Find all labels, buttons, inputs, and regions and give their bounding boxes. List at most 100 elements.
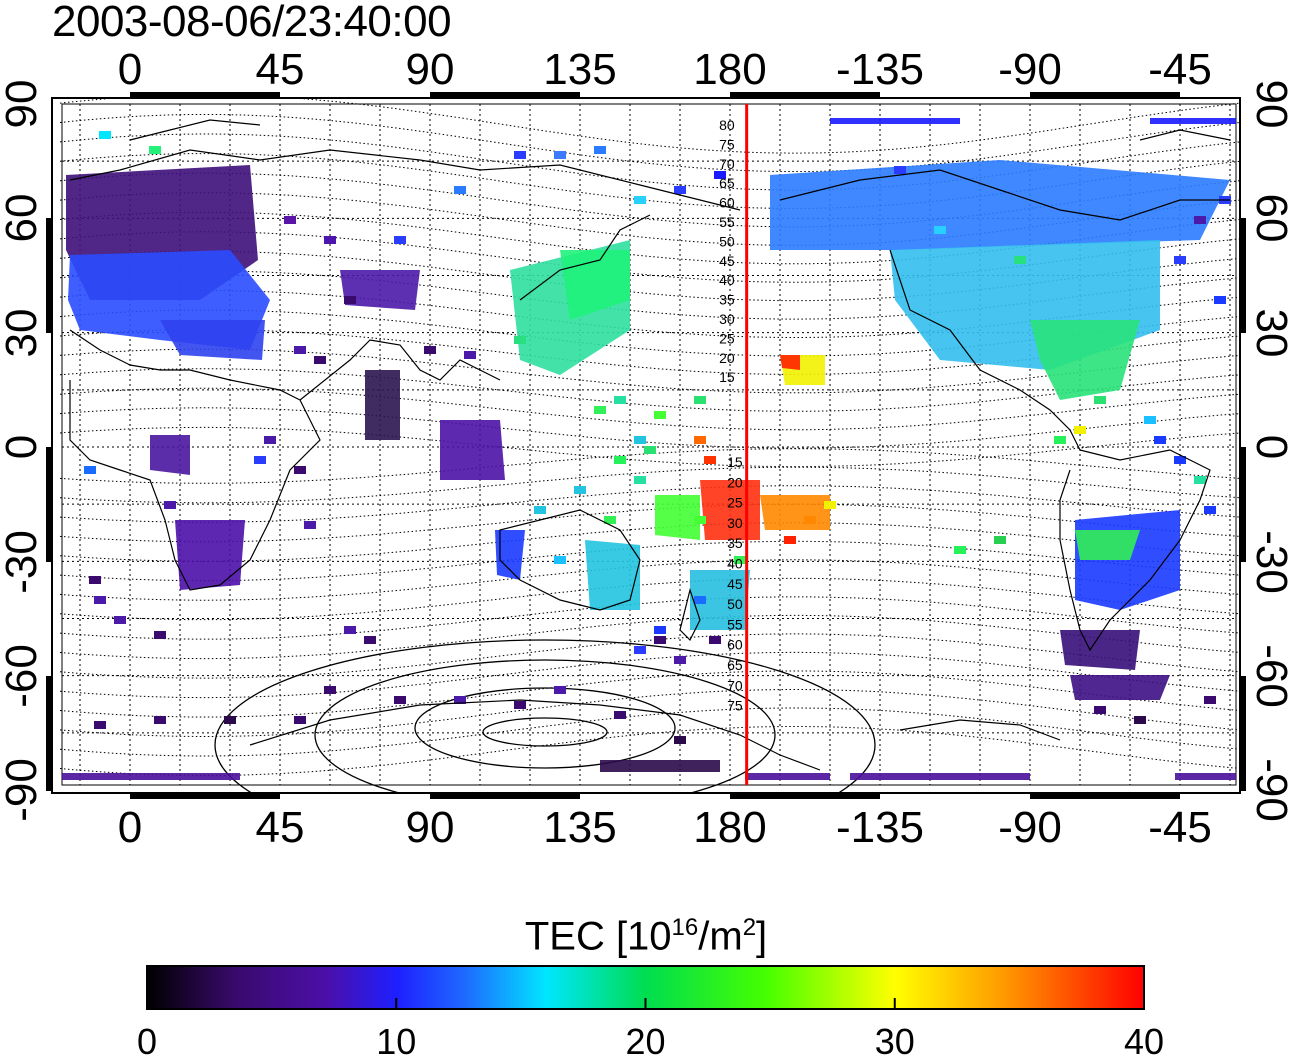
tec-sample bbox=[314, 356, 326, 364]
contour-line bbox=[59, 596, 1240, 640]
tec-sample bbox=[954, 546, 966, 554]
tec-sample bbox=[1174, 256, 1186, 264]
colorbar-ticks: 0 10 20 30 40 bbox=[137, 998, 1164, 1057]
polar-contour-loop bbox=[214, 639, 876, 793]
contour-line bbox=[59, 670, 1240, 718]
tec-sample bbox=[1194, 476, 1206, 484]
contour-label: 45 bbox=[727, 576, 743, 592]
coastline bbox=[69, 329, 301, 401]
tec-sample bbox=[654, 636, 666, 644]
tec-sample bbox=[94, 596, 106, 604]
tec-sample bbox=[324, 236, 336, 244]
tec-sample bbox=[454, 696, 466, 704]
left-latitude-label: -90 bbox=[0, 758, 46, 822]
contour-line bbox=[59, 231, 1240, 283]
contour-label: 70 bbox=[719, 156, 735, 172]
tec-patch bbox=[830, 118, 960, 124]
tec-sample bbox=[694, 436, 706, 444]
coastline bbox=[679, 587, 701, 642]
right-latitude-label: 60 bbox=[1247, 194, 1292, 243]
tec-patch bbox=[560, 250, 630, 320]
contour-line bbox=[59, 614, 1240, 660]
contour-line bbox=[59, 522, 1240, 562]
right-latitude-label: -90 bbox=[1247, 758, 1292, 822]
bottom-longitude-label: -135 bbox=[836, 803, 924, 852]
coastline bbox=[519, 214, 651, 301]
colorbar-title: TEC [1016/m2] bbox=[524, 914, 768, 959]
tec-sample bbox=[1194, 216, 1206, 224]
contour-label: 20 bbox=[727, 474, 743, 490]
contour-line bbox=[59, 726, 1240, 776]
axis-tick-labels: 0 45 90 135 180 -135 -90 -450 45 90 135 180 -135 -90-… bbox=[0, 45, 1292, 852]
tec-sample bbox=[824, 501, 836, 509]
contour-label: 80 bbox=[719, 117, 735, 133]
tec-sample bbox=[514, 701, 526, 709]
contour-label: 65 bbox=[719, 175, 735, 191]
contour-label: 35 bbox=[719, 292, 735, 308]
right-latitude-label: -60 bbox=[1247, 644, 1292, 708]
contour-line bbox=[59, 540, 1240, 582]
tec-sample bbox=[514, 336, 526, 344]
tec-patch bbox=[585, 540, 640, 610]
contour-labels: 80 75 70 65 60 55 50 45 40 35 30 25 20 15 15 20 25 30 35 40… bbox=[719, 117, 743, 714]
left-latitude-label: 90 bbox=[0, 80, 46, 129]
tec-sample bbox=[344, 296, 356, 304]
tec-sample bbox=[674, 186, 686, 194]
tec-sample bbox=[254, 456, 266, 464]
coastline bbox=[1139, 129, 1231, 141]
tec-sample bbox=[149, 146, 161, 154]
tec-sample bbox=[594, 146, 606, 154]
tec-data-patches bbox=[62, 118, 1236, 780]
tec-sample bbox=[154, 716, 166, 724]
coastline bbox=[779, 169, 1230, 221]
tec-sample bbox=[364, 636, 376, 644]
bottom-longitude-label: 45 bbox=[256, 803, 305, 852]
contour-line bbox=[59, 153, 1240, 209]
tec-sample bbox=[654, 411, 666, 419]
tec-sample bbox=[654, 626, 666, 634]
contour-line bbox=[59, 192, 1240, 246]
tec-sample bbox=[604, 516, 616, 524]
tec-sample bbox=[1214, 296, 1226, 304]
left-latitude-label: 0 bbox=[0, 435, 46, 459]
tec-sample bbox=[1014, 256, 1026, 264]
coastlines bbox=[69, 119, 1231, 771]
tec-patch bbox=[150, 435, 190, 475]
bottom-longitude-label: 180 bbox=[693, 803, 766, 852]
contour-label: 35 bbox=[727, 535, 743, 551]
tec-sample bbox=[704, 456, 716, 464]
tec-sample bbox=[394, 696, 406, 704]
tec-sample bbox=[1074, 426, 1086, 434]
tec-sample bbox=[99, 131, 111, 139]
contour-line bbox=[59, 689, 1240, 737]
tec-sample bbox=[1154, 436, 1166, 444]
tec-sample bbox=[734, 556, 746, 564]
top-longitude-label: 0 bbox=[118, 45, 142, 94]
tec-sample bbox=[614, 456, 626, 464]
tec-sample bbox=[464, 351, 476, 359]
tec-sample bbox=[324, 686, 336, 694]
tec-patch bbox=[600, 760, 720, 772]
contour-line bbox=[59, 387, 1240, 431]
tec-sample bbox=[344, 626, 356, 634]
timestamp-title: 2003-08-06/23:40:00 bbox=[52, 0, 452, 46]
tec-sample bbox=[514, 151, 526, 159]
tec-patch bbox=[160, 320, 265, 360]
tec-patch bbox=[62, 773, 240, 780]
contour-label: 60 bbox=[727, 637, 743, 653]
contour-label: 75 bbox=[727, 698, 743, 714]
contour-line bbox=[59, 633, 1240, 679]
coastline bbox=[899, 719, 1061, 741]
tec-sample bbox=[994, 536, 1006, 544]
contour-line bbox=[59, 485, 1240, 523]
tec-patch bbox=[780, 355, 800, 370]
tec-sample bbox=[154, 631, 166, 639]
tec-sample bbox=[594, 406, 606, 414]
colorbar-tick-label: 30 bbox=[875, 1021, 915, 1057]
tec-sample bbox=[804, 516, 816, 524]
tec-sample bbox=[294, 466, 306, 474]
contour-label: 20 bbox=[719, 350, 735, 366]
tec-patch bbox=[745, 773, 830, 780]
bottom-longitude-label: -90 bbox=[998, 803, 1062, 852]
tec-patch bbox=[340, 270, 420, 310]
